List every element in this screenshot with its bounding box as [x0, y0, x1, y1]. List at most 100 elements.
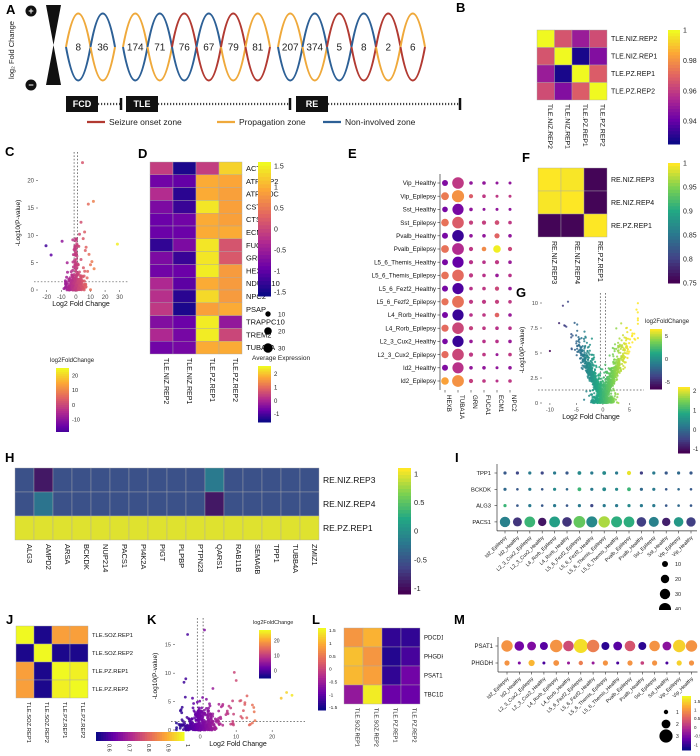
svg-text:-10: -10	[57, 295, 66, 301]
heatmap-cell	[172, 200, 197, 214]
svg-text:20: 20	[102, 295, 109, 301]
heatmap-cell	[149, 200, 174, 214]
panel-label-l: L	[312, 612, 320, 627]
heatmap-col-labels: RE.NIZ.REP3 RE.NIZ.REP4 RE.PZ.REP1	[550, 241, 603, 284]
deg-count: 36	[97, 43, 109, 54]
heatmap-cell	[185, 491, 206, 517]
svg-text:-20: -20	[42, 295, 51, 301]
heatmap-cell	[172, 161, 197, 176]
heatmap-cell	[571, 64, 590, 83]
svg-text:10: 10	[532, 301, 538, 307]
panel-e-svg: Vip_Healthy Vip_Epilepsy Sst_Healthy Sst_Ep…	[372, 174, 517, 420]
heatmap-cell	[218, 174, 243, 188]
dot	[508, 352, 512, 357]
colorbar-horizontal: 0.6 0.7 0.8 0.9 1	[96, 732, 190, 752]
dot	[482, 366, 486, 370]
dot	[573, 516, 586, 528]
heatmap-cell	[583, 167, 608, 192]
panel-label-d: D	[138, 146, 148, 161]
svg-text:TLE.SOZ.REP1: TLE.SOZ.REP1	[92, 633, 133, 639]
helix-strands: 8 36 174 71 76 67 79 81 207 374 5 8 2 6	[65, 12, 426, 82]
dot	[591, 661, 595, 665]
heatmap-cell	[242, 491, 263, 517]
svg-text:TLE.PZ.REP2: TLE.PZ.REP2	[231, 358, 238, 402]
dot	[652, 504, 656, 508]
x-axis-label: Log2 Fold Change	[52, 301, 110, 308]
heatmap-cell	[554, 29, 573, 48]
dot	[627, 504, 631, 508]
svg-text:-10: -10	[72, 418, 80, 424]
svg-text:TLE.SOZ.REP2: TLE.SOZ.REP2	[43, 702, 49, 743]
panel-i: I TPP1 BCKDK ALG3 PACS1 Id2_Epilepsy Id2_Heal…	[443, 428, 700, 615]
svg-text:RE.NIZ.REP4: RE.NIZ.REP4	[323, 499, 376, 509]
condition-timeline: FCD TLE RE	[66, 96, 462, 112]
heatmap-cell	[362, 646, 383, 667]
dotplot-axes	[497, 637, 698, 673]
svg-text:ALG3: ALG3	[25, 544, 34, 563]
heatmap-cell	[172, 315, 197, 329]
dot	[615, 487, 619, 491]
svg-text:1: 1	[274, 185, 278, 192]
heatmap-cell	[90, 491, 111, 517]
dot	[512, 517, 522, 527]
svg-text:5: 5	[31, 261, 35, 267]
svg-text:1: 1	[683, 160, 687, 167]
heatmap-cell	[15, 661, 35, 681]
dot	[688, 660, 695, 666]
svg-text:0.5: 0.5	[694, 716, 700, 721]
dot	[468, 299, 474, 304]
heatmap-cell	[218, 264, 243, 278]
colorbar: 5 0 -5	[650, 329, 670, 390]
svg-text:CSTB: CSTB	[246, 202, 266, 211]
heatmap-cell	[128, 491, 149, 517]
heatmap-cell	[149, 289, 174, 304]
heatmap-cell	[195, 212, 220, 227]
dot	[469, 181, 473, 185]
dot	[627, 487, 631, 492]
panel-label-e: E	[348, 146, 357, 161]
svg-text:GRN: GRN	[471, 395, 478, 409]
heatmap-cell	[218, 276, 243, 291]
heatmap-cell	[14, 515, 35, 541]
svg-text:Id2_Epilepsy: Id2_Epilepsy	[401, 378, 437, 385]
heatmap-cell	[149, 315, 174, 329]
colorbar: 1 0.98 0.96 0.94	[668, 28, 697, 145]
panel-l-svg: PDCD10PHGDHPSAT1TBC1D24TLE.SOZ.REP1TLE.S…	[318, 627, 451, 747]
panel-g-chart: 0 2.5 5 7.5 10 -10 -5 0 5 Log2 Fold Change -Log10(…	[478, 283, 700, 466]
condition-box	[126, 96, 158, 112]
heatmap-row-labels: TLE.NIZ.REP2 TLE.NIZ.REP1 TLE.PZ.REP1 TLE.P…	[611, 36, 657, 95]
dot	[442, 206, 448, 213]
svg-text:ARSA: ARSA	[63, 544, 72, 564]
svg-text:PDCD10: PDCD10	[424, 636, 443, 642]
dot	[442, 285, 448, 292]
heatmap-cell	[381, 684, 402, 705]
deg-count: 2	[385, 43, 391, 54]
heatmap-cell	[149, 302, 174, 316]
dot	[452, 243, 464, 255]
deg-count: 8	[75, 43, 81, 54]
panel-g: G 0 2.5 5 7.5 10 -10 -5 0 5 Log2 Fold Change -Log1…	[478, 283, 700, 461]
heatmap-cell	[149, 174, 174, 188]
svg-text:0.5: 0.5	[329, 654, 336, 660]
dot	[469, 366, 473, 370]
svg-text:15: 15	[165, 643, 171, 649]
heatmap-cell	[52, 515, 73, 541]
svg-text:1: 1	[274, 385, 278, 391]
dot	[662, 517, 671, 527]
dot	[495, 181, 499, 185]
svg-text:Vip_Epilepsy: Vip_Epilepsy	[400, 193, 437, 200]
heatmap-cell	[33, 625, 53, 645]
heatmap-cell	[589, 82, 608, 101]
x-axis-label: Log2 Fold Change	[209, 741, 267, 748]
heatmap-cell	[149, 225, 174, 240]
x-axis-label: Log2 Fold Change	[562, 414, 620, 421]
heatmap-cell	[537, 190, 562, 215]
dot	[602, 487, 607, 492]
svg-text:0: 0	[535, 401, 538, 407]
svg-text:1: 1	[414, 469, 418, 478]
heatmap-cell	[299, 467, 320, 493]
volcano-points	[175, 628, 294, 732]
dotplot-col-labels: Id2_EpilepsyId2_HealthyL2_3_Cux2_Epileps…	[486, 672, 695, 717]
heatmap-cell	[560, 167, 585, 192]
